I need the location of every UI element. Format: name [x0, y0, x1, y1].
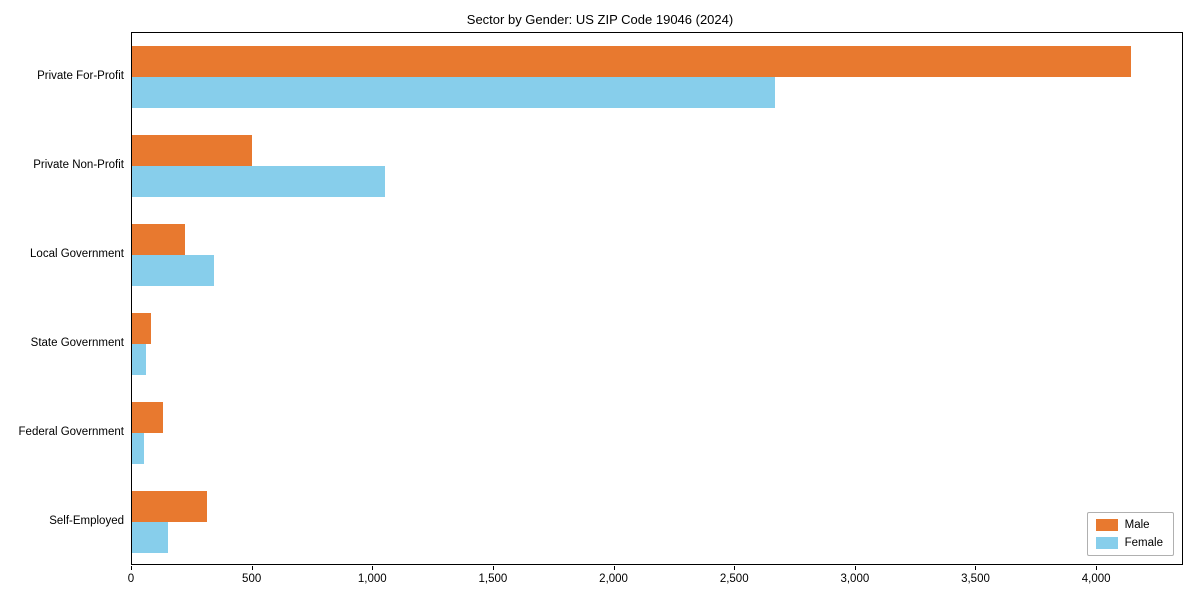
bar-male-0	[132, 46, 1132, 78]
y-tick-label: Private Non-Profit	[33, 159, 124, 172]
bar-male-2	[132, 224, 185, 256]
x-tick-label: 0	[127, 573, 135, 585]
bar-female-5	[132, 521, 169, 553]
x-tick-label: 4,000	[1081, 573, 1111, 585]
bar-female-1	[132, 166, 385, 198]
male-swatch	[1095, 519, 1118, 531]
bar-male-4	[132, 401, 164, 433]
x-tick-label: 500	[242, 573, 262, 585]
x-tick-mark	[734, 566, 736, 570]
x-tick-mark	[492, 566, 494, 570]
x-tick-mark	[131, 566, 132, 570]
x-tick-label: 3,000	[840, 573, 870, 585]
y-tick-label: Private For-Profit	[37, 70, 124, 83]
legend: Male Female	[1086, 512, 1174, 556]
x-tick-label: 2,500	[719, 573, 749, 585]
legend-label-male: Male	[1124, 519, 1150, 531]
bar-male-1	[132, 135, 253, 167]
y-tick-label: State Government	[30, 336, 124, 349]
bar-male-3	[132, 312, 152, 344]
y-tick-label: Federal Government	[18, 425, 124, 438]
bar-male-5	[132, 490, 207, 522]
x-tick-mark	[372, 566, 374, 570]
bar-female-4	[132, 432, 145, 464]
plot-area: Male Female	[131, 32, 1183, 565]
bar-female-3	[132, 343, 147, 375]
female-swatch	[1095, 537, 1118, 549]
x-tick-mark	[1096, 566, 1098, 570]
x-tick-mark	[613, 566, 615, 570]
y-tick-label: Self-Employed	[49, 514, 124, 527]
x-tick-mark	[854, 566, 856, 570]
x-tick-label: 3,500	[961, 573, 990, 585]
x-tick-mark	[251, 566, 253, 570]
bar-female-2	[132, 255, 214, 287]
legend-entry-female: Female	[1095, 537, 1163, 549]
x-tick-mark	[975, 566, 977, 570]
y-tick-label: Local Government	[30, 248, 124, 261]
legend-entry-male: Male	[1095, 519, 1163, 531]
x-tick-label: 1,000	[357, 573, 387, 585]
x-tick-label: 2,000	[599, 573, 628, 585]
legend-label-female: Female	[1124, 537, 1163, 549]
x-tick-label: 1,500	[478, 573, 508, 585]
bar-female-0	[132, 77, 775, 109]
chart-title: Sector by Gender: US ZIP Code 19046 (202…	[466, 12, 734, 27]
